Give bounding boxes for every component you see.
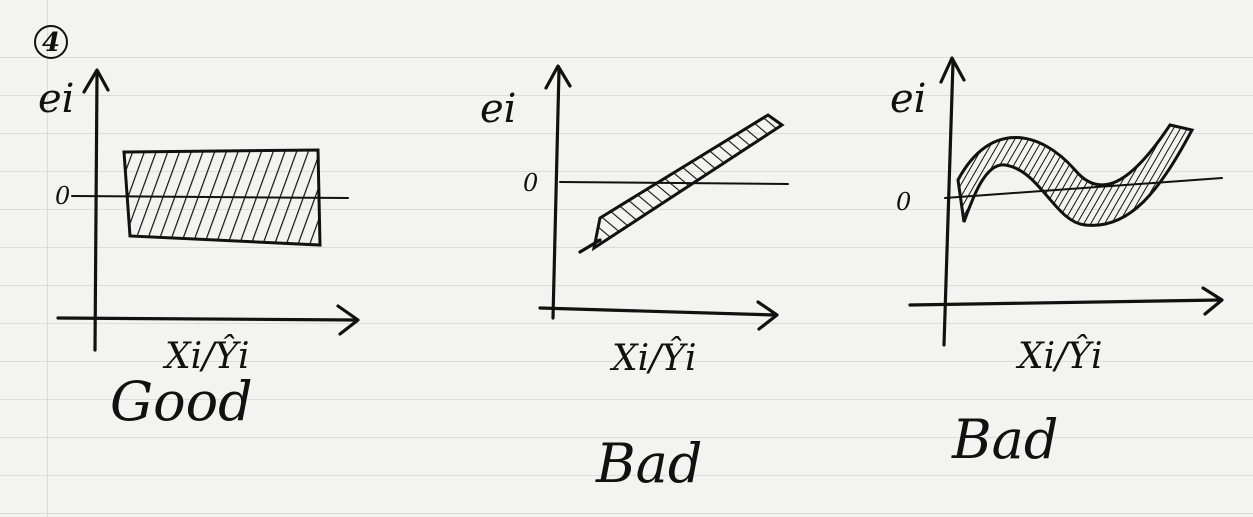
y-axis-arrowhead xyxy=(82,68,110,94)
x-axis-arrowhead xyxy=(336,304,360,336)
y-axis xyxy=(551,68,561,320)
problem-number-circle xyxy=(34,25,68,59)
residual-band xyxy=(122,148,322,247)
x-axis-label: Xi/Ŷi xyxy=(1015,335,1103,377)
x-axis-label: Xi/Ŷi xyxy=(609,337,697,379)
x-axis-arrowhead xyxy=(756,300,779,331)
zero-label: 0 xyxy=(55,182,70,210)
zero-label: 0 xyxy=(896,188,911,216)
x-axis-arrowhead xyxy=(1201,286,1224,316)
y-axis-arrowhead xyxy=(939,56,966,84)
y-axis xyxy=(942,60,955,347)
panel-bad-curved: ei 0 Xi/Ŷi Bad xyxy=(890,56,1224,471)
verdict-label: Bad xyxy=(595,432,702,495)
problem-number-badge: 4 xyxy=(34,25,68,59)
residual-band xyxy=(591,113,785,252)
zero-label: 0 xyxy=(523,169,538,197)
y-axis xyxy=(93,73,99,352)
problem-number: 4 xyxy=(42,28,60,58)
verdict-label: Good xyxy=(110,370,253,433)
y-axis-label: ei xyxy=(890,76,926,122)
x-axis xyxy=(56,316,357,322)
y-axis-label: ei xyxy=(480,86,516,132)
panel-good: ei 0 Xi/Ŷi Good xyxy=(38,68,360,433)
x-axis xyxy=(538,306,777,317)
residual-band xyxy=(956,123,1195,227)
y-axis-label: ei xyxy=(38,76,74,122)
band-tail xyxy=(578,238,602,254)
verdict-label: Bad xyxy=(951,408,1058,471)
x-axis-label: Xi/Ŷi xyxy=(162,335,250,377)
panel-bad-linear: ei 0 Xi/Ŷi Bad xyxy=(480,64,789,495)
x-axis xyxy=(908,298,1222,307)
y-axis-arrowhead xyxy=(544,64,572,90)
margin-line xyxy=(47,0,48,517)
